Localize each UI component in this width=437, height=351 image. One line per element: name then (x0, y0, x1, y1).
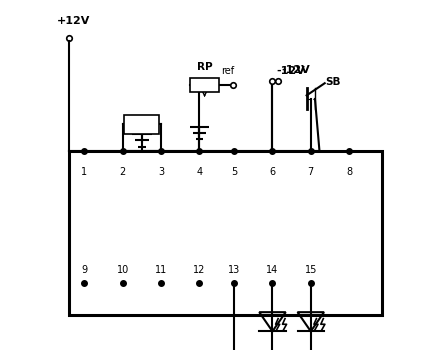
Bar (125, 114, 160, 134)
Text: 4: 4 (196, 167, 202, 177)
Text: 7: 7 (308, 167, 314, 177)
Text: 12: 12 (193, 265, 205, 275)
Text: 13: 13 (228, 265, 240, 275)
Text: 5: 5 (231, 167, 237, 177)
Text: 6: 6 (270, 167, 276, 177)
Text: 15: 15 (305, 265, 317, 275)
Text: 10: 10 (117, 265, 129, 275)
Bar (69, 151, 382, 315)
Text: 2: 2 (120, 167, 126, 177)
Text: ref: ref (221, 66, 234, 76)
Text: 8: 8 (346, 167, 352, 177)
Text: SB: SB (326, 77, 341, 87)
Text: -12V: -12V (276, 66, 305, 76)
Text: +12V: +12V (56, 15, 90, 26)
Text: RP: RP (197, 62, 212, 72)
Text: 1: 1 (81, 167, 87, 177)
Text: -12V: -12V (281, 65, 310, 74)
Text: 14: 14 (266, 265, 279, 275)
Text: 3: 3 (158, 167, 164, 177)
Bar (190, 78, 219, 92)
Text: 9: 9 (81, 265, 87, 275)
Text: 11: 11 (155, 265, 167, 275)
